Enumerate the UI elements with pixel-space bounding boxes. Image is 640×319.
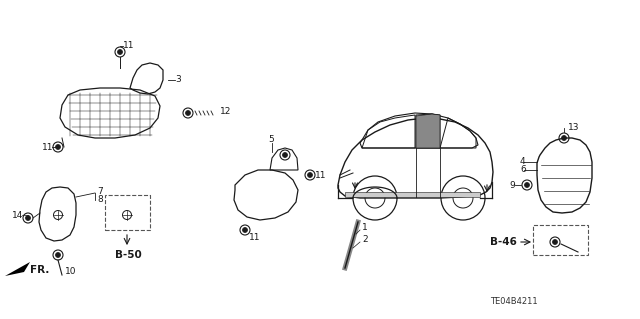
Circle shape — [186, 110, 191, 115]
Text: 8: 8 — [97, 196, 103, 204]
Polygon shape — [416, 114, 440, 148]
Text: 7: 7 — [97, 188, 103, 197]
Text: 9: 9 — [509, 181, 515, 189]
Circle shape — [56, 253, 61, 257]
Circle shape — [243, 227, 248, 233]
Circle shape — [118, 49, 122, 55]
Text: B-46: B-46 — [490, 237, 517, 247]
Text: 1: 1 — [362, 224, 368, 233]
Text: 14: 14 — [12, 211, 24, 219]
Circle shape — [26, 216, 31, 220]
Text: 11: 11 — [315, 170, 326, 180]
Text: 11: 11 — [249, 233, 260, 241]
Bar — [533, 225, 588, 255]
Circle shape — [561, 136, 566, 140]
Text: 3: 3 — [175, 76, 180, 85]
Circle shape — [552, 240, 557, 244]
Text: 12: 12 — [220, 108, 232, 116]
Text: TE04B4211: TE04B4211 — [490, 298, 538, 307]
Text: 5: 5 — [268, 136, 274, 145]
Text: 2: 2 — [362, 235, 367, 244]
Circle shape — [525, 182, 529, 188]
Text: 11: 11 — [42, 143, 54, 152]
Circle shape — [307, 173, 312, 177]
Text: 13: 13 — [568, 122, 579, 131]
Polygon shape — [5, 262, 30, 276]
Text: B-50: B-50 — [115, 250, 141, 260]
Circle shape — [282, 152, 287, 158]
Text: 6: 6 — [520, 166, 525, 174]
Circle shape — [56, 145, 61, 150]
Text: 10: 10 — [65, 268, 77, 277]
Polygon shape — [345, 192, 480, 197]
Bar — [105, 195, 150, 230]
Text: FR.: FR. — [30, 265, 49, 275]
Text: 11: 11 — [123, 41, 134, 50]
Text: 4: 4 — [520, 158, 525, 167]
